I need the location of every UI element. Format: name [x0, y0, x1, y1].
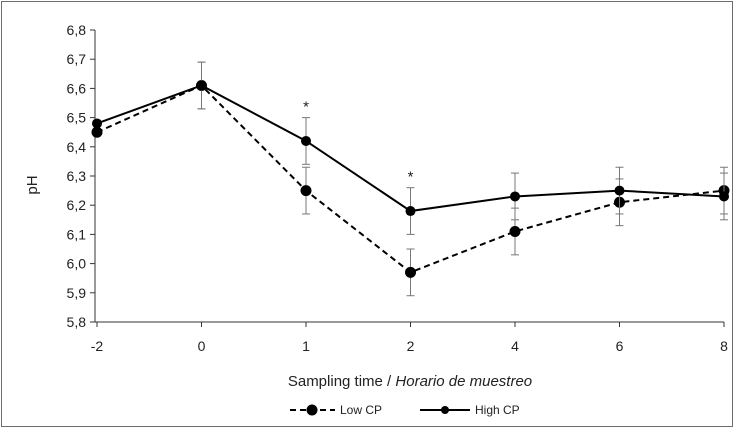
legend-marker-high-cp: [441, 406, 449, 414]
x-axis-title: Sampling time / Horario de muestreo: [288, 373, 532, 390]
data-point-high-cp: [92, 118, 102, 129]
x-tick-label: 0: [198, 338, 206, 354]
y-tick-label: 5,9: [67, 285, 87, 301]
y-tick-label: 6,7: [67, 51, 87, 67]
x-tick-label: 1: [302, 338, 310, 354]
significance-marker: *: [408, 169, 414, 186]
legend-label-low-cp: Low CP: [340, 403, 382, 417]
y-tick-label: 6,1: [67, 226, 87, 242]
data-point-high-cp: [510, 191, 520, 202]
x-tick-label: 2: [407, 338, 415, 354]
data-point-high-cp: [405, 206, 416, 217]
series-high-cp: [92, 61, 729, 235]
legend: Low CP High CP: [290, 403, 520, 417]
x-tick-label: 8: [720, 338, 728, 354]
y-tick-label: 6,8: [67, 22, 87, 38]
significance-marker: *: [303, 99, 309, 116]
data-point-high-cp: [301, 135, 311, 146]
y-axis-title: pH: [24, 175, 41, 194]
x-axis-title-main: Sampling time: [288, 373, 383, 390]
data-point-low-cp: [509, 225, 521, 237]
y-tick-label: 6,5: [67, 110, 87, 126]
x-axis-title-italic: Horario de muestreo: [395, 373, 532, 390]
data-point-high-cp: [614, 185, 625, 196]
data-point-high-cp: [196, 80, 207, 91]
x-tick-label: 4: [511, 338, 519, 354]
x-axis-title-separator: /: [383, 373, 396, 390]
y-axis-ticks: 5,8 5,9 6,0 6,1 6,2 6,3 6,4 6,5 6,6 6,7 6,8: [67, 22, 95, 330]
y-tick-label: 6,0: [67, 256, 87, 272]
x-axis-ticks: -2 0 1 2 4 6 8: [91, 322, 728, 354]
legend-marker-low-cp: [306, 404, 318, 416]
x-tick-label: -2: [91, 338, 104, 354]
data-point-low-cp: [91, 126, 103, 138]
data-point-high-cp: [719, 191, 729, 202]
data-point-low-cp: [300, 185, 312, 197]
data-point-low-cp: [405, 266, 416, 278]
x-tick-label: 6: [616, 338, 624, 354]
annotations: **: [303, 99, 414, 186]
y-tick-label: 6,3: [67, 168, 87, 184]
y-tick-label: 6,6: [67, 80, 87, 96]
legend-item-low-cp: Low CP: [290, 403, 382, 417]
y-tick-label: 6,4: [67, 139, 87, 155]
y-tick-label: 6,2: [67, 197, 87, 213]
legend-item-high-cp: High CP: [420, 403, 520, 417]
series-layer: [91, 61, 730, 297]
legend-label-high-cp: High CP: [475, 403, 520, 417]
y-tick-label: 5,8: [67, 314, 87, 330]
